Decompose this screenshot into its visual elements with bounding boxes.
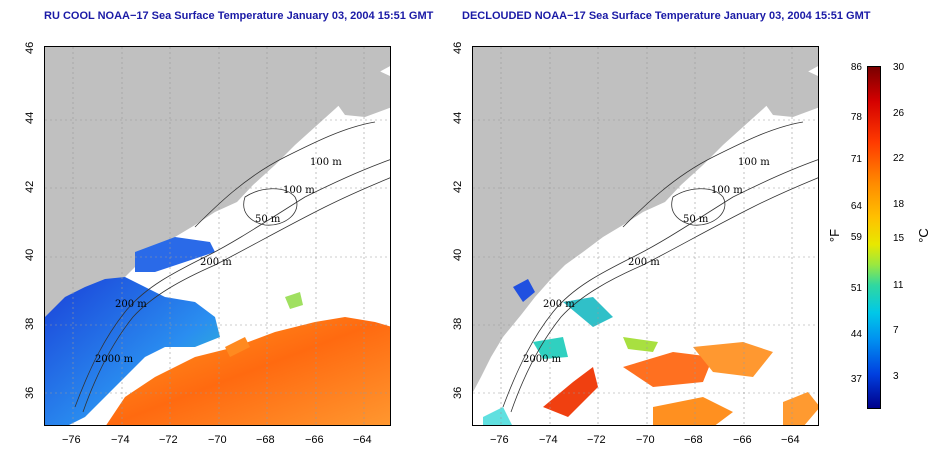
right-lon-tick: −66 (733, 434, 752, 446)
right-lat-tick: 44 (452, 111, 464, 124)
colorbar-celsius-tick: 11 (893, 280, 904, 291)
colorbar-celsius-tick: 3 (893, 371, 899, 382)
colorbar-fahrenheit-tick: 78 (850, 112, 862, 123)
left-map-graphic: 100 m 100 m 50 m 200 m 200 m 2000 m (45, 47, 390, 425)
contour-label-2000m: 2000 m (523, 354, 562, 365)
colorbar-fahrenheit-tick: 51 (850, 283, 862, 294)
temperature-colorbar (867, 66, 881, 409)
contour-label-50m: 50 m (683, 214, 709, 225)
contour-label-200m-b: 200 m (115, 299, 147, 310)
colorbar-fahrenheit-tick: 71 (850, 154, 862, 165)
unit-celsius: °C (915, 228, 931, 243)
left-lat-tick: 38 (24, 317, 36, 330)
right-map-title: DECLOUDED NOAA−17 Sea Surface Temperatur… (462, 10, 871, 22)
unit-fahrenheit: °F (827, 228, 843, 243)
contour-label-2000m: 2000 m (95, 354, 134, 365)
contour-label-200m-a: 200 m (200, 257, 232, 268)
right-lon-tick: −68 (684, 434, 703, 446)
colorbar-celsius-tick: 26 (893, 108, 905, 119)
right-lon-tick: −76 (490, 434, 509, 446)
right-lon-tick: −70 (636, 434, 655, 446)
land-mass (473, 47, 818, 392)
contour-label-100m-b: 100 m (711, 185, 743, 196)
left-lon-tick: −70 (208, 434, 227, 446)
warm-water (106, 317, 390, 425)
colorbar-fahrenheit-tick: 44 (850, 329, 862, 340)
colorbar-celsius-tick: 22 (893, 153, 905, 164)
left-lat-tick: 42 (24, 180, 36, 193)
left-lat-tick: 40 (24, 248, 36, 261)
contour-label-50m: 50 m (255, 214, 281, 225)
contour-label-100m-b: 100 m (283, 185, 315, 196)
colorbar-celsius-tick: 30 (893, 62, 905, 73)
contour-label-100m-a: 100 m (310, 157, 342, 168)
colorbar-fahrenheit-tick: 64 (850, 201, 862, 212)
left-lat-tick: 46 (24, 41, 36, 54)
right-lat-tick: 38 (452, 317, 464, 330)
bathymetry-contours (74, 121, 390, 413)
right-lon-tick: −74 (539, 434, 558, 446)
right-sst-map: 100 m 100 m 50 m 200 m 200 m 2000 m (472, 46, 819, 426)
left-lon-tick: −64 (353, 434, 372, 446)
colorbar-celsius-tick: 7 (893, 325, 899, 336)
colorbar-celsius-tick: 18 (893, 199, 905, 210)
right-lat-tick: 36 (452, 386, 464, 399)
warm-water (543, 367, 598, 417)
contour-label-100m-a: 100 m (738, 157, 770, 168)
right-lat-tick: 42 (452, 180, 464, 193)
contour-label-200m-a: 200 m (628, 257, 660, 268)
land-mass (45, 47, 390, 392)
left-lon-tick: −66 (305, 434, 324, 446)
left-lon-tick: −74 (111, 434, 130, 446)
right-lat-tick: 40 (452, 248, 464, 261)
right-lat-tick: 46 (452, 41, 464, 54)
left-sst-map: 100 m 100 m 50 m 200 m 200 m 2000 m (44, 46, 391, 426)
left-lat-tick: 44 (24, 111, 36, 124)
colorbar-celsius-tick: 15 (893, 233, 905, 244)
cool-water (45, 277, 220, 425)
left-lon-tick: −68 (256, 434, 275, 446)
colorbar-fahrenheit-tick: 37 (850, 374, 862, 385)
colorbar-fahrenheit-tick: 86 (850, 62, 862, 73)
colorbar-fahrenheit-tick: 59 (850, 232, 862, 243)
left-map-title: RU COOL NOAA−17 Sea Surface Temperature … (44, 10, 434, 22)
bathymetry-contours (502, 121, 818, 413)
right-lon-tick: −64 (781, 434, 800, 446)
left-lon-tick: −72 (159, 434, 178, 446)
right-lon-tick: −72 (587, 434, 606, 446)
contour-label-200m-b: 200 m (543, 299, 575, 310)
left-lat-tick: 36 (24, 386, 36, 399)
left-lon-tick: −76 (62, 434, 81, 446)
right-map-graphic: 100 m 100 m 50 m 200 m 200 m 2000 m (473, 47, 818, 425)
